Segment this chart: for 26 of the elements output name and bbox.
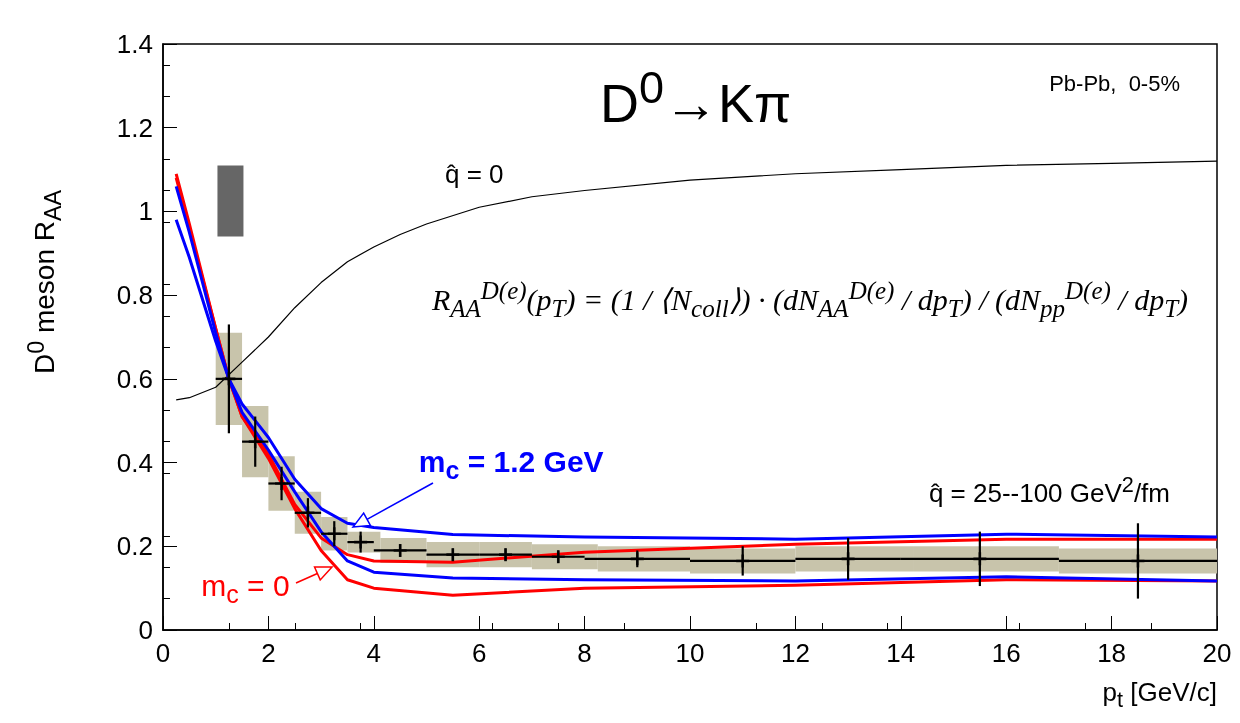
x-tick-label: 4	[366, 638, 382, 668]
annotation: m$_{c}$ = 1.2 GeV	[418, 445, 604, 486]
annotation: q̂ = 0	[445, 158, 504, 189]
x-tick-label: 18	[1097, 638, 1127, 668]
y-tick-label: 0.2	[116, 531, 153, 562]
annotation: q̂ = 25--100 GeV$^{2}$/fm	[928, 471, 1170, 508]
y-tick-label: 0.4	[116, 447, 153, 478]
x-tick-label: 6	[471, 638, 487, 668]
y-tick-label: 1.4	[116, 29, 153, 59]
x-tick-label: 2	[261, 638, 276, 668]
y-tick-label: 0	[138, 615, 153, 645]
y-tick-label: 0.8	[116, 280, 153, 311]
x-tick-label: 10	[675, 638, 705, 668]
x-tick-label: 14	[886, 638, 916, 668]
y-tick-label: 0.6	[116, 363, 153, 394]
annotation: Pb-Pb, 0-5%	[1049, 70, 1180, 97]
x-tick-label: 8	[577, 638, 592, 668]
x-axis-title: p$_{t}$ [GeV/c]	[1102, 676, 1217, 713]
y-tick-label: 1.2	[116, 112, 153, 143]
x-tick-label: 16	[991, 638, 1021, 668]
chart-title: D$^{0}$→Kπ	[600, 61, 792, 134]
annotation: m$_{c}$ = 0	[201, 569, 290, 609]
text: R$_{AA}$$^{D(e)}$(p$_{T}$) = (1 / ⟨N$_{coll}$⟩) · (dN$_{AA}$$^{D(e)}$ / dp$_{T}$) / (dN$_{pp}$$^{D(e)}$ / dp$_{T}$)	[431, 277, 1189, 323]
y-tick-label: 1	[138, 196, 153, 227]
x-tick-label: 12	[780, 638, 810, 668]
x-tick-label: 20	[1202, 638, 1232, 668]
